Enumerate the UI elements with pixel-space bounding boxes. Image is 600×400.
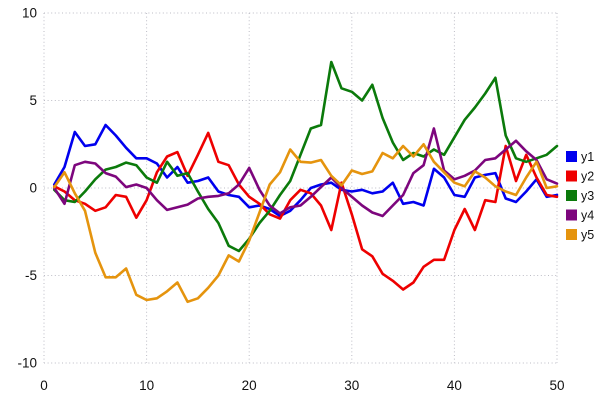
series-line-y4 xyxy=(52,127,559,218)
x-axis-tick-label: 10 xyxy=(139,378,154,393)
x-axis-tick-label: 0 xyxy=(40,378,48,393)
legend-label-y2: y2 xyxy=(581,170,594,184)
x-axis-tick-label: 20 xyxy=(242,378,257,393)
y-axis-tick-label: -10 xyxy=(17,356,37,371)
y-axis-tick-label: 10 xyxy=(22,6,37,21)
legend-label-y5: y5 xyxy=(581,228,594,242)
y-axis-tick-label: 5 xyxy=(29,93,37,108)
series-line-y3 xyxy=(52,60,559,253)
series-line-y5 xyxy=(52,143,559,304)
legend-swatch-y1 xyxy=(566,151,577,162)
x-axis-tick-label: 50 xyxy=(549,378,564,393)
legend-label-y3: y3 xyxy=(581,189,594,203)
legend-label-y1: y1 xyxy=(581,150,594,164)
legend-swatch-y5 xyxy=(566,229,577,240)
legend-label-y4: y4 xyxy=(581,209,594,223)
legend-swatch-y2 xyxy=(566,170,577,182)
series-line-y2 xyxy=(52,131,559,291)
x-axis-tick-label: 40 xyxy=(447,378,462,393)
legend-swatch-y4 xyxy=(566,209,577,221)
series-line-y1 xyxy=(52,123,559,218)
legend-swatch-y3 xyxy=(566,190,577,201)
y-axis-tick-label: -5 xyxy=(25,268,37,283)
y-axis-tick-label: 0 xyxy=(29,181,37,196)
x-axis-tick-label: 30 xyxy=(344,378,359,393)
